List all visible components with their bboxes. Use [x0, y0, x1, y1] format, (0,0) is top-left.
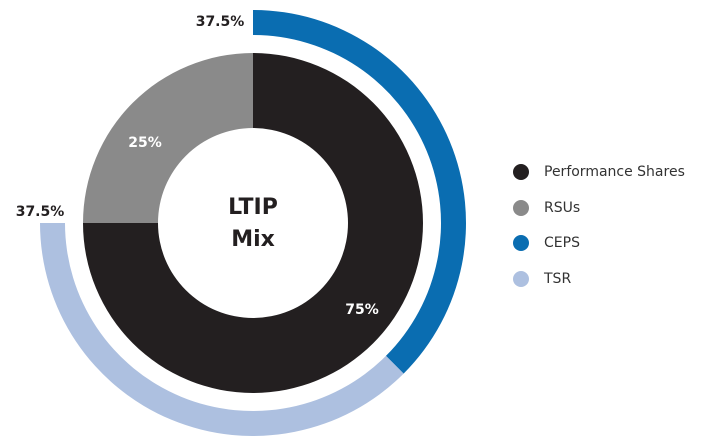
chart-title: LTIP — [228, 195, 278, 220]
value-label: 37.5% — [16, 204, 65, 220]
donut-segment — [83, 53, 423, 393]
value-label: 75% — [345, 302, 379, 318]
value-label: 37.5% — [196, 14, 245, 30]
chart-title: Mix — [231, 227, 275, 252]
legend-label: CEPS — [544, 235, 580, 251]
donut-segment — [253, 10, 466, 374]
donut-segment — [83, 53, 253, 223]
legend-marker — [513, 271, 529, 287]
legend-marker — [513, 164, 529, 180]
legend-marker — [513, 235, 529, 251]
legend-label: Performance Shares — [544, 164, 685, 180]
legend-label: RSUs — [544, 200, 580, 216]
legend-label: TSR — [543, 271, 571, 287]
donut-segment — [40, 223, 404, 436]
legend-marker — [513, 200, 529, 216]
value-label: 25% — [128, 135, 162, 151]
